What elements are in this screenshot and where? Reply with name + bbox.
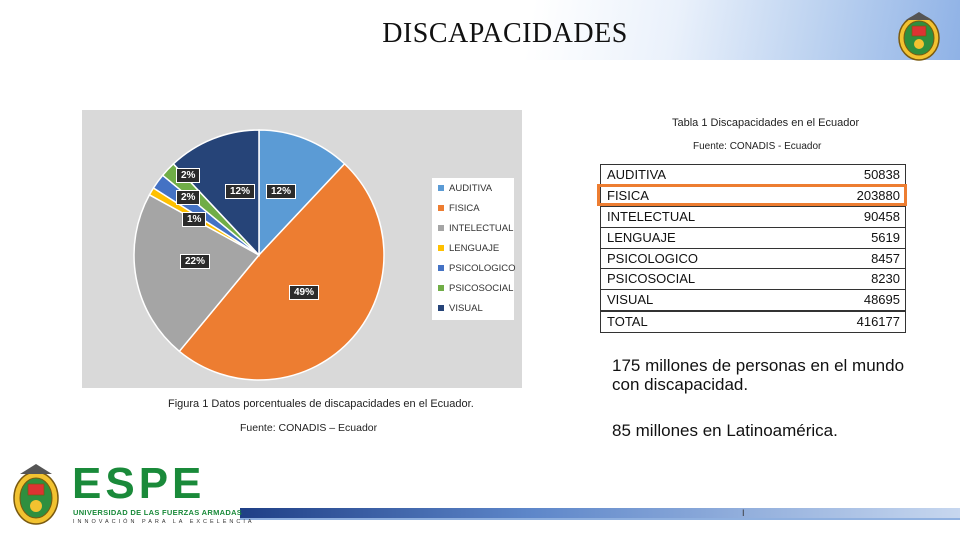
- figure-source: Fuente: CONADIS – Ecuador: [240, 422, 378, 433]
- table-row: PSICOSOCIAL 8230: [601, 268, 905, 289]
- data-label-lenguaje: 1%: [182, 212, 207, 227]
- pie-slice-intelectual: [133, 193, 261, 353]
- table-row: AUDITIVA 50838: [601, 165, 905, 185]
- row-value: 48695: [863, 292, 900, 308]
- row-name: PSICOSOCIAL: [607, 271, 696, 287]
- espe-logo-text: ESPE: [72, 459, 206, 508]
- row-name: TOTAL: [607, 314, 648, 330]
- data-label-psicosocial: 2%: [176, 168, 201, 183]
- legend-swatch: [438, 185, 444, 192]
- row-name: LENGUAJE: [607, 229, 676, 245]
- disability-table: AUDITIVA 50838 FISICA 203880 INTELECTUAL 90…: [600, 164, 906, 334]
- table-row: INTELECTUAL 90458: [601, 205, 905, 227]
- data-label-psicologico: 2%: [176, 190, 201, 205]
- legend-item-auditiva: AUDITIVA: [438, 183, 492, 194]
- row-value: 50838: [863, 167, 900, 182]
- legend-swatch: [438, 265, 444, 272]
- table-row: VISUAL 48695: [601, 289, 905, 310]
- table-total-row: TOTAL 416177: [601, 310, 905, 332]
- legend-item-psicosocial: PSICOSOCIAL: [438, 283, 513, 294]
- row-value: 8230: [871, 271, 900, 287]
- figure-caption: Figura 1 Datos porcentuales de discapaci…: [168, 398, 474, 410]
- data-label-auditiva: 12%: [266, 184, 297, 199]
- row-name: INTELECTUAL: [607, 208, 696, 224]
- legend-item-fisica: FISICA: [438, 203, 480, 214]
- data-label-visual: 12%: [225, 184, 256, 199]
- espe-logo-tagline: INNOVACIÓN PARA LA EXCELENCIA: [73, 519, 255, 525]
- table-source: Fuente: CONADIS - Ecuador: [693, 141, 822, 152]
- espe-crest-icon: [13, 464, 59, 525]
- row-name: FISICA: [607, 187, 649, 203]
- page-number: I: [742, 508, 745, 518]
- table-row: LENGUAJE 5619: [601, 226, 905, 248]
- legend-item-intelectual: INTELECTUAL: [438, 223, 513, 234]
- espe-logo-subtitle: UNIVERSIDAD DE LAS FUERZAS ARMADAS: [73, 508, 243, 517]
- chart-legend: AUDITIVA FISICA INTELECTUAL LENGUAJE PSI…: [432, 178, 516, 320]
- table-title: Tabla 1 Discapacidades en el Ecuador: [672, 117, 860, 129]
- row-value: 8457: [871, 250, 900, 266]
- legend-swatch: [438, 205, 444, 212]
- data-label-intelectual: 22%: [180, 254, 211, 269]
- pie-chart: [133, 129, 385, 381]
- row-value: 90458: [863, 208, 900, 224]
- row-name: AUDITIVA: [607, 167, 666, 182]
- world-stat-text: 175 millones de personas en el mundo con…: [612, 356, 905, 394]
- data-label-fisica: 49%: [289, 285, 320, 300]
- footer-line: [240, 518, 960, 520]
- university-crest-icon: [898, 12, 940, 61]
- highlight-box: [597, 184, 907, 206]
- row-value: 5619: [871, 229, 900, 245]
- legend-swatch: [438, 225, 444, 232]
- header-band: [0, 0, 960, 60]
- legend-item-psicologico: PSICOLOGICO: [438, 263, 516, 274]
- pie-slice-fisica: [178, 162, 385, 381]
- pie-slice-visual: [172, 129, 260, 257]
- legend-swatch: [438, 245, 444, 252]
- slide-title: DISCAPACIDADES: [382, 18, 628, 49]
- legend-swatch: [438, 285, 444, 292]
- footer-bar: [240, 508, 960, 518]
- table-row: PSICOLOGICO 8457: [601, 247, 905, 269]
- row-name: VISUAL: [607, 292, 654, 308]
- row-value: 416177: [856, 314, 900, 330]
- legend-item-lenguaje: LENGUAJE: [438, 243, 499, 254]
- row-name: PSICOLOGICO: [607, 250, 699, 266]
- pie-slice-auditiva: [258, 129, 346, 257]
- latam-stat-text: 85 millones en Latinoamérica.: [612, 421, 838, 440]
- legend-item-visual: VISUAL: [438, 303, 483, 314]
- row-value: 203880: [856, 187, 900, 203]
- legend-swatch: [438, 305, 444, 312]
